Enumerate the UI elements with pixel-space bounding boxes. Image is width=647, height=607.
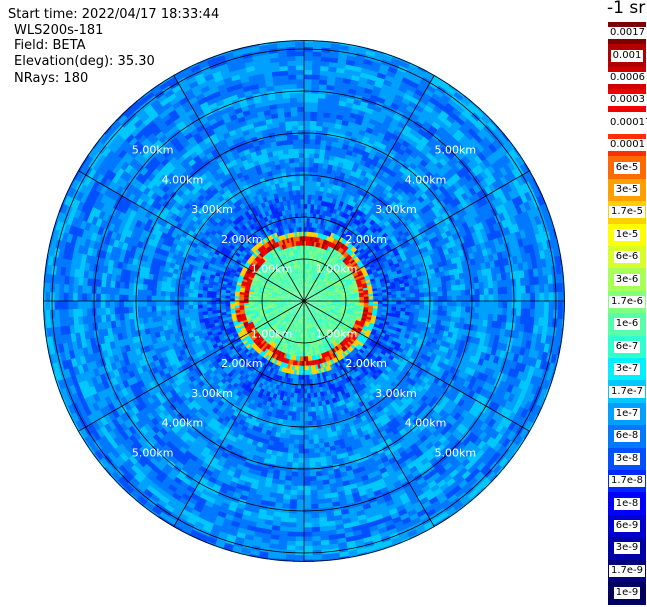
colorbar-level-label: 6e-7 <box>613 340 641 353</box>
colorbar-level-label: 1e-6 <box>613 318 641 331</box>
azimuth-spoke-240 <box>173 75 305 302</box>
colorbar-level-label: 6e-6 <box>613 251 641 264</box>
colorbar-level-label: 0.001 <box>610 49 644 62</box>
colorbar-level-label: 3e-8 <box>613 452 641 465</box>
colorbar-level: 1.7e-7 <box>608 380 646 404</box>
colorbar-level: 1.7e-9 <box>608 559 646 583</box>
nrays-label: NRays: 180 <box>12 70 91 87</box>
colorbar-level-label: 1.7e-9 <box>608 564 646 577</box>
colorbar-level: 3e-7 <box>608 358 646 381</box>
colorbar-level-label: 1e-9 <box>613 587 641 600</box>
colorbar-level: 1.7e-5 <box>608 201 646 225</box>
azimuth-spoke-150 <box>78 300 305 432</box>
range-grid <box>43 40 565 562</box>
colorbar-level: 0.001 <box>608 44 646 68</box>
colorbar-level-label: 1.7e-8 <box>608 475 646 488</box>
colorbar-level: 3e-6 <box>608 268 646 292</box>
range-label-5km: 5.00km <box>132 144 174 157</box>
colorbar-level: 6e-6 <box>608 246 646 269</box>
colorbar-level-label: 1.7e-7 <box>608 385 646 398</box>
instrument-label: WLS200s-181 <box>12 22 106 39</box>
range-label-4km: 4.00km <box>405 173 447 186</box>
range-label-4km: 4.00km <box>405 417 447 430</box>
range-label-1km: 1.00km <box>251 328 293 341</box>
colorbar-level: 6e-8 <box>608 425 646 449</box>
colorbar-level: 1.7e-8 <box>608 470 646 493</box>
colorbar-level: 0.0006 <box>608 66 647 90</box>
colorbar-level: 1e-5 <box>608 223 646 247</box>
colorbar-level-label: 0.00017 <box>608 116 647 129</box>
range-label-2km: 2.00km <box>345 357 387 370</box>
colorbar-level: 6e-5 <box>608 156 646 180</box>
azimuth-spoke-60 <box>303 300 435 527</box>
colorbar-level: 3e-5 <box>608 178 646 202</box>
colorbar-level: 3e-9 <box>608 537 646 561</box>
colorbar-level-label: 6e-9 <box>613 519 641 532</box>
colorbar-level-label: 3e-5 <box>613 183 641 196</box>
colorbar-level-label: 1e-5 <box>613 228 641 241</box>
azimuth-spoke-330 <box>303 170 530 302</box>
colorbar-level: 1e-6 <box>608 313 646 337</box>
colorbar-level: 0.00017 <box>608 111 647 135</box>
colorbar-level-label: 1e-7 <box>613 407 641 420</box>
range-label-5km: 5.00km <box>132 446 174 459</box>
colorbar-level-label: 3e-9 <box>613 542 641 555</box>
colorbar-level-label: 0.0017 <box>608 27 647 40</box>
backscatter-cells <box>43 40 565 562</box>
colorbar-level: 6e-7 <box>608 335 646 359</box>
range-label-5km: 5.00km <box>435 144 477 157</box>
range-label-1km: 1.00km <box>316 263 358 276</box>
azimuth-spoke-210 <box>78 170 305 302</box>
range-label-2km: 2.00km <box>345 233 387 246</box>
range-label-4km: 4.00km <box>162 173 204 186</box>
colorbar-level: 6e-9 <box>608 514 646 538</box>
colorbar-level-label: 0.0006 <box>608 71 647 84</box>
range-label-2km: 2.00km <box>221 357 263 370</box>
azimuth-spoke-120 <box>173 300 305 527</box>
range-label-3km: 3.00km <box>191 203 233 216</box>
colorbar-level-label: 3e-7 <box>613 363 641 376</box>
range-label-4km: 4.00km <box>162 417 204 430</box>
range-label-3km: 3.00km <box>375 387 417 400</box>
colorbar-level: 1e-9 <box>608 582 646 605</box>
colorbar-level: 0.0003 <box>608 89 647 113</box>
start-time-label: Start time: 2022/04/17 18:33:44 <box>6 6 222 23</box>
colorbar-level-label: 6e-5 <box>613 161 641 174</box>
colorbar-unit: -1 sr <box>607 0 646 18</box>
range-label-3km: 3.00km <box>191 387 233 400</box>
colorbar-level: 0.0017 <box>608 22 647 45</box>
range-label-1km: 1.00km <box>316 328 358 341</box>
colorbar-level: 1.7e-6 <box>608 290 646 314</box>
azimuth-spoke-300 <box>303 75 435 302</box>
range-label-2km: 2.00km <box>221 233 263 246</box>
colorbar-level-label: 1e-8 <box>613 497 641 510</box>
azimuth-spoke-30 <box>303 300 530 432</box>
colorbar-level-label: 3e-6 <box>613 273 641 286</box>
colorbar-level-label: 0.0001 <box>608 139 647 152</box>
colorbar-level-label: 0.0003 <box>608 94 647 107</box>
colorbar-level-label: 1.7e-5 <box>608 206 646 219</box>
range-label-5km: 5.00km <box>435 446 477 459</box>
colorbar-level: 0.0001 <box>608 134 647 157</box>
range-label-3km: 3.00km <box>375 203 417 216</box>
field-label: Field: BETA <box>12 37 88 54</box>
colorbar-level: 1e-7 <box>608 402 646 426</box>
colorbar-level-label: 1.7e-6 <box>608 295 646 308</box>
range-label-1km: 1.00km <box>251 263 293 276</box>
colorbar-level: 1e-8 <box>608 492 646 516</box>
colorbar-level: 3e-8 <box>608 447 646 471</box>
elevation-label: Elevation(deg): 35.30 <box>12 53 157 70</box>
colorbar-level-label: 6e-8 <box>613 430 641 443</box>
